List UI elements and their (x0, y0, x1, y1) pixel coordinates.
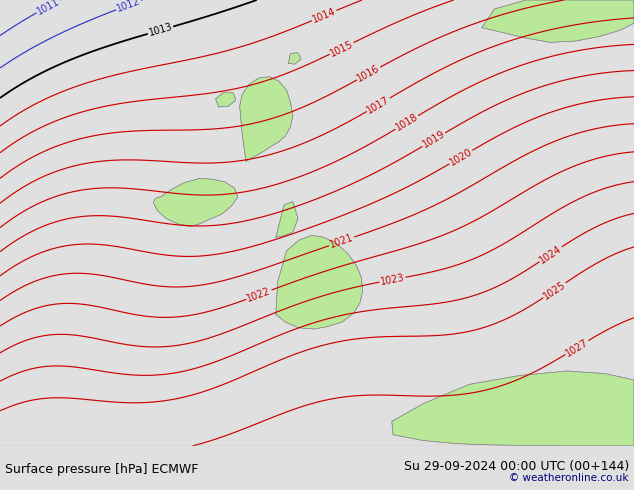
Text: 1027: 1027 (564, 337, 590, 358)
Polygon shape (288, 52, 301, 64)
Text: Surface pressure [hPa] ECMWF: Surface pressure [hPa] ECMWF (5, 463, 198, 476)
Text: 1015: 1015 (328, 39, 355, 58)
Text: 1011: 1011 (35, 0, 61, 17)
Text: Su 29-09-2024 00:00 UTC (00+144): Su 29-09-2024 00:00 UTC (00+144) (404, 460, 629, 473)
Text: © weatheronline.co.uk: © weatheronline.co.uk (510, 473, 629, 483)
Polygon shape (482, 0, 634, 42)
Text: 1012: 1012 (115, 0, 142, 14)
Text: 1023: 1023 (380, 272, 406, 287)
Polygon shape (153, 178, 238, 226)
Text: 1017: 1017 (365, 94, 392, 115)
Text: 1019: 1019 (421, 129, 447, 150)
Text: 1022: 1022 (245, 286, 273, 304)
Text: 1016: 1016 (356, 63, 382, 84)
Polygon shape (392, 371, 634, 446)
Polygon shape (240, 77, 293, 161)
Polygon shape (216, 93, 236, 107)
Text: 1014: 1014 (311, 6, 337, 25)
Text: 1013: 1013 (147, 22, 174, 38)
Text: 1021: 1021 (328, 233, 355, 250)
Text: 1024: 1024 (538, 243, 564, 265)
Polygon shape (276, 201, 298, 237)
Polygon shape (276, 235, 363, 329)
Text: 1025: 1025 (541, 279, 567, 301)
Text: 1020: 1020 (448, 147, 474, 168)
Text: 1018: 1018 (394, 112, 420, 133)
